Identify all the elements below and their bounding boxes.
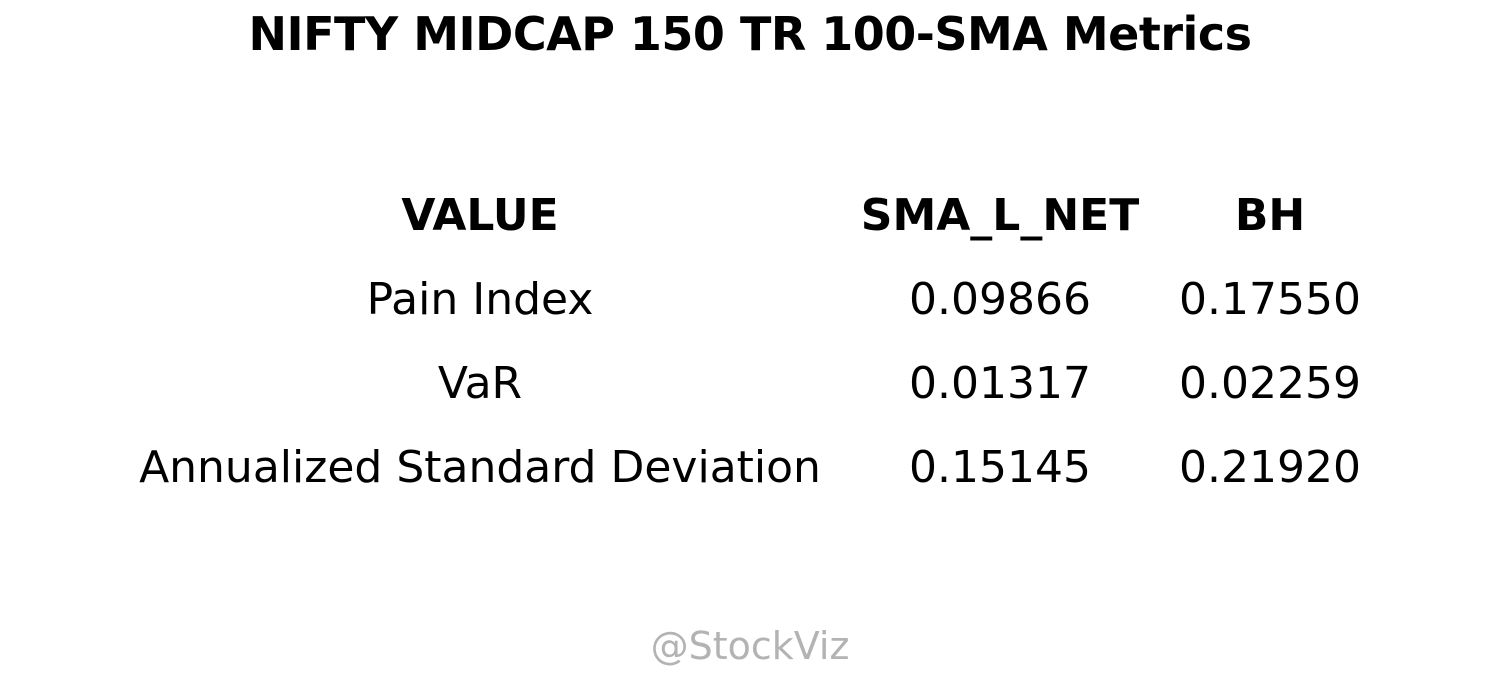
row-label-pain-index: Pain Index — [366, 274, 594, 325]
cell-pain-index-bh: 0.17550 — [1179, 274, 1361, 325]
watermark: @StockViz — [650, 624, 850, 668]
row-label-annualized-standard-deviation: Annualized Standard Deviation — [139, 442, 821, 493]
row-label-var: VaR — [437, 358, 523, 409]
chart-title: NIFTY MIDCAP 150 TR 100-SMA Metrics — [248, 7, 1252, 61]
cell-annualized-standard-deviation-bh: 0.21920 — [1179, 442, 1361, 493]
cell-pain-index-sma-l-net: 0.09866 — [909, 274, 1091, 325]
cell-var-bh: 0.02259 — [1179, 358, 1361, 409]
column-header-sma-l-net: SMA_L_NET — [860, 190, 1140, 241]
column-header-value: VALUE — [401, 190, 559, 241]
cell-annualized-standard-deviation-sma-l-net: 0.15145 — [909, 442, 1091, 493]
column-header-bh: BH — [1234, 190, 1306, 241]
cell-var-sma-l-net: 0.01317 — [909, 358, 1091, 409]
